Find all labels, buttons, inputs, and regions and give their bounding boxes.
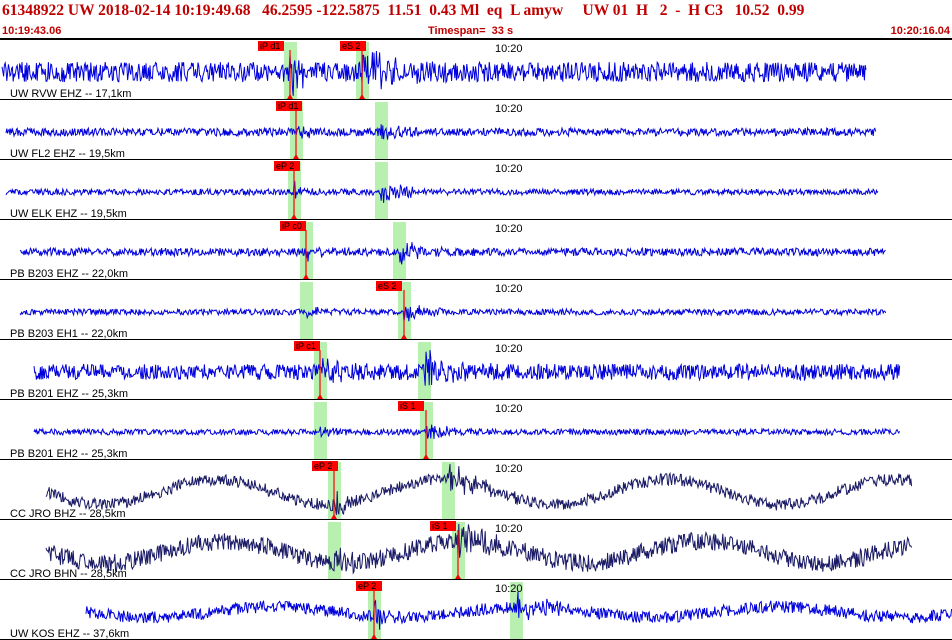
pick-label: eS 2 <box>342 41 361 51</box>
trace-row[interactable]: eS 2 10:20 PB B203 EH1 -- 22,0km <box>0 281 952 340</box>
time-tick-label: 10:20 <box>495 283 523 295</box>
waveform-trace <box>19 305 887 322</box>
waveform-trace <box>5 124 877 140</box>
trace-row[interactable]: eP 2 10:20 UW KOS EHZ -- 37,6km <box>0 581 952 640</box>
timespan-label: Timespan= 33 s <box>428 25 514 37</box>
waveform-trace <box>5 180 879 203</box>
trace-row[interactable]: iS 1 10:20 CC JRO BHN -- 28,5km <box>0 521 952 580</box>
pick-label: iP c1 <box>296 341 316 351</box>
trace-row[interactable]: iP d1 10:20 UW FL2 EHZ -- 19,5km <box>0 101 952 160</box>
channel-label: UW RVW EHZ -- 17,1km <box>10 88 131 100</box>
channel-label: UW ELK EHZ -- 19,5km <box>10 208 127 220</box>
pick-marker-arrow <box>359 94 365 99</box>
pick-marker-arrow <box>331 514 337 519</box>
time-tick-label: 10:20 <box>495 583 523 595</box>
channel-label: PB B203 EH1 -- 22,0km <box>10 328 127 340</box>
p-window-band <box>328 522 341 580</box>
pick-label: eP 2 <box>358 581 376 591</box>
time-tick-label: 10:20 <box>495 103 523 115</box>
pick-marker-arrow <box>293 154 299 159</box>
pick-tag[interactable] <box>356 581 382 591</box>
pick-marker-arrow <box>291 214 297 219</box>
time-tick-label: 10:20 <box>495 463 523 475</box>
waveform-trace <box>33 350 901 386</box>
pick-label: eP 2 <box>276 161 294 171</box>
pick-label: eP 2 <box>314 461 332 471</box>
time-tick-label: 10:20 <box>495 223 523 235</box>
s-window-band <box>442 462 455 520</box>
channel-label: UW KOS EHZ -- 37,6km <box>10 628 129 640</box>
end-time-label: 10:20:16.04 <box>890 25 950 37</box>
pick-label: iS 1 <box>432 521 448 531</box>
pick-marker-arrow <box>423 454 429 459</box>
time-tick-label: 10:20 <box>495 343 523 355</box>
event-summary-title: 61348922 UW 2018-02-14 10:19:49.68 46.25… <box>2 2 805 19</box>
time-tick-label: 10:20 <box>495 523 523 535</box>
channel-label: CC JRO BHZ -- 28,5km <box>10 508 126 520</box>
pick-marker-arrow <box>303 274 309 279</box>
trace-row[interactable]: eP 2 10:20 CC JRO BHZ -- 28,5km <box>0 461 952 520</box>
pick-label: iP d1 <box>278 101 298 111</box>
trace-row[interactable]: eP 2 10:20 UW ELK EHZ -- 19,5km <box>0 161 952 220</box>
pick-tag[interactable] <box>276 101 302 111</box>
pick-marker-arrow <box>317 394 323 399</box>
pick-label: iP d1 <box>260 41 280 51</box>
channel-label: PB B201 EHZ -- 25,3km <box>10 388 128 400</box>
pick-marker-arrow <box>401 334 407 339</box>
pick-tag[interactable] <box>398 401 424 411</box>
pick-tag[interactable] <box>340 41 366 51</box>
time-tick-label: 10:20 <box>495 163 523 175</box>
seismogram-panel[interactable]: iP d1 eS 2 10:20 UW RVW EHZ -- 17,1km iP d1 1… <box>0 40 952 640</box>
time-tick-label: 10:20 <box>495 43 523 55</box>
pick-label: iP c0 <box>282 221 302 231</box>
pick-tag[interactable] <box>312 461 338 471</box>
header-bar: 61348922 UW 2018-02-14 10:19:49.68 46.25… <box>0 0 952 40</box>
trace-row[interactable]: iS 1 10:20 PB B201 EH2 -- 25,3km <box>0 401 952 460</box>
pick-label: eS 2 <box>378 281 397 291</box>
waveform-trace <box>1 50 867 96</box>
channel-label: PB B203 EHZ -- 22,0km <box>10 268 128 280</box>
pick-tag[interactable] <box>258 41 284 51</box>
pick-tag[interactable] <box>274 161 300 171</box>
pick-marker-arrow <box>371 634 377 639</box>
waveform-trace <box>33 424 901 440</box>
time-tick-label: 10:20 <box>495 403 523 415</box>
p-window-band <box>300 282 313 340</box>
s-window-band <box>393 222 406 280</box>
pick-tag[interactable] <box>430 521 456 531</box>
channel-label: PB B201 EH2 -- 25,3km <box>10 448 127 460</box>
pick-tag[interactable] <box>376 281 402 291</box>
trace-row[interactable]: iP c0 10:20 PB B203 EHZ -- 22,0km <box>0 221 952 280</box>
waveform-trace <box>45 523 913 575</box>
pick-tag[interactable] <box>294 341 320 351</box>
channel-label: CC JRO BHN -- 28,5km <box>10 568 127 580</box>
trace-row[interactable]: iP d1 eS 2 10:20 UW RVW EHZ -- 17,1km <box>0 41 952 100</box>
pick-marker-arrow <box>455 574 461 579</box>
waveform-trace <box>85 591 952 630</box>
trace-row[interactable]: iP c1 10:20 PB B201 EHZ -- 25,3km <box>0 341 952 400</box>
channel-label: UW FL2 EHZ -- 19,5km <box>10 148 125 160</box>
waveform-trace <box>45 463 913 516</box>
waveform-trace <box>19 242 886 265</box>
pick-marker-arrow <box>287 94 293 99</box>
pick-label: iS 1 <box>400 401 416 411</box>
pick-tag[interactable] <box>280 221 306 231</box>
start-time-label: 10:19:43.06 <box>2 25 62 37</box>
header-divider <box>0 38 952 40</box>
